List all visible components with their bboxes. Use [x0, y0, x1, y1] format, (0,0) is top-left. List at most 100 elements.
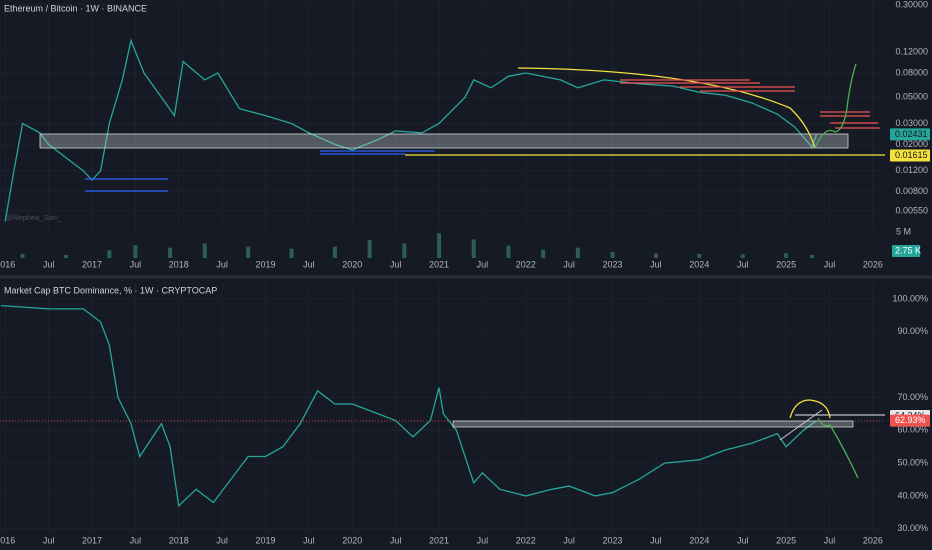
y-tick-label: 0.08000: [895, 67, 928, 77]
volume-bar: [367, 239, 372, 258]
volume-bar: [697, 253, 702, 258]
y-tick-label: 70.00%: [897, 392, 928, 402]
y-tick-label: 100.00%: [892, 293, 928, 303]
arc-drawing: [789, 399, 831, 419]
x-tick-label: 2017: [82, 535, 102, 545]
volume-marker: [892, 245, 920, 257]
x-tick-label: Jul: [130, 535, 142, 545]
y-tick-label: 30.00%: [897, 523, 928, 533]
price-marker-label: 0.02431: [895, 129, 928, 139]
x-tick-label: Jul: [43, 535, 55, 545]
volume-bar: [332, 246, 337, 258]
pane: [0, 282, 885, 532]
projection-down: [817, 417, 859, 479]
volume-bar: [107, 250, 112, 258]
x-tick-label: Jul: [563, 259, 575, 269]
x-tick-label: Jul: [390, 259, 402, 269]
x-tick-label: 2018: [169, 535, 189, 545]
trend-line: [779, 409, 823, 441]
x-tick-label: Jul: [737, 259, 749, 269]
y-tick-label: 0.05000: [895, 92, 928, 102]
projection-up: [814, 63, 857, 149]
y-tick-label: 40.00%: [897, 490, 928, 500]
volume-bar: [168, 247, 173, 258]
volume-bar: [289, 248, 294, 258]
volume-tick-label: 5 M: [896, 227, 911, 237]
x-tick-label: 2016: [0, 535, 15, 545]
x-tick-label: Jul: [650, 535, 662, 545]
price-marker: [890, 149, 930, 162]
x-tick-label: 2021: [429, 259, 449, 269]
y-tick-label: 0.30000: [895, 0, 928, 9]
arc-drawing: [517, 67, 816, 149]
x-tick-label: Jul: [303, 535, 315, 545]
price-marker: [890, 414, 930, 427]
x-tick-label: 2021: [429, 535, 449, 545]
volume-bar: [506, 245, 511, 258]
volume-bar: [784, 253, 789, 258]
x-tick-label: Jul: [43, 259, 55, 269]
y-tick-label: 90.00%: [897, 326, 928, 336]
x-tick-label: 2020: [342, 259, 362, 269]
range-box: [452, 420, 854, 428]
volume-bar: [246, 246, 251, 258]
volume-bar: [202, 243, 207, 258]
x-tick-label: 2022: [516, 259, 536, 269]
x-tick-label: Jul: [477, 259, 489, 269]
x-tick-label: 2023: [603, 535, 623, 545]
x-tick-label: 2018: [169, 259, 189, 269]
price-marker-label: 62.93%: [895, 415, 926, 425]
volume-bar: [20, 253, 25, 258]
x-tick-label: 2019: [255, 535, 275, 545]
x-tick-label: 2024: [689, 535, 709, 545]
x-tick-label: Jul: [824, 535, 836, 545]
x-tick-label: Jul: [477, 535, 489, 545]
price-line: [0, 304, 817, 508]
x-tick-label: Jul: [390, 535, 402, 545]
x-tick-label: 2026: [863, 259, 883, 269]
x-tick-label: Jul: [737, 535, 749, 545]
watermark: @Mephew_Sam_: [6, 215, 62, 222]
x-tick-label: 2026: [863, 535, 883, 545]
x-tick-label: 2020: [342, 535, 362, 545]
x-tick-label: 2025: [776, 259, 796, 269]
x-tick-label: 2019: [255, 259, 275, 269]
x-tick-label: Jul: [563, 535, 575, 545]
x-tick-label: Jul: [216, 535, 228, 545]
price-marker: [890, 128, 930, 141]
y-tick-label: 0.01200: [895, 165, 928, 175]
volume-bar: [471, 239, 476, 258]
volume-bar: [610, 251, 615, 258]
volume-bar: [740, 254, 745, 258]
x-tick-label: 2016: [0, 259, 15, 269]
x-tick-label: 2025: [776, 535, 796, 545]
volume-bar: [63, 254, 68, 258]
volume-bar: [653, 253, 658, 258]
y-tick-label: 0.03000: [895, 118, 928, 128]
x-tick-label: Jul: [303, 259, 315, 269]
x-tick-label: 2023: [603, 259, 623, 269]
x-tick-label: 2017: [82, 259, 102, 269]
x-tick-label: 2024: [689, 259, 709, 269]
range-box: [39, 133, 849, 149]
x-tick-label: Jul: [130, 259, 142, 269]
x-tick-label: 2022: [516, 535, 536, 545]
x-tick-label: Jul: [216, 259, 228, 269]
y-tick-label: 0.12000: [895, 46, 928, 56]
drawings: [0, 63, 885, 479]
chart-title: Ethereum / Bitcoin · 1W · BINANCE: [4, 3, 147, 13]
volume-bar: [133, 245, 138, 258]
volume-marker-label: 2.75 K: [895, 245, 921, 255]
chart-title: Market Cap BTC Dominance, % · 1W · CRYPT…: [4, 285, 217, 295]
price-marker-label: 0.01615: [895, 150, 928, 160]
volume-bar: [575, 247, 580, 258]
y-tick-label: 0.02000: [895, 139, 928, 149]
x-tick-label: Jul: [824, 259, 836, 269]
volume-bar: [437, 233, 442, 258]
volume-bar: [810, 254, 815, 258]
resistance-lines: [620, 79, 880, 129]
pane: [0, 0, 885, 258]
y-tick-label: 0.00550: [895, 205, 928, 215]
